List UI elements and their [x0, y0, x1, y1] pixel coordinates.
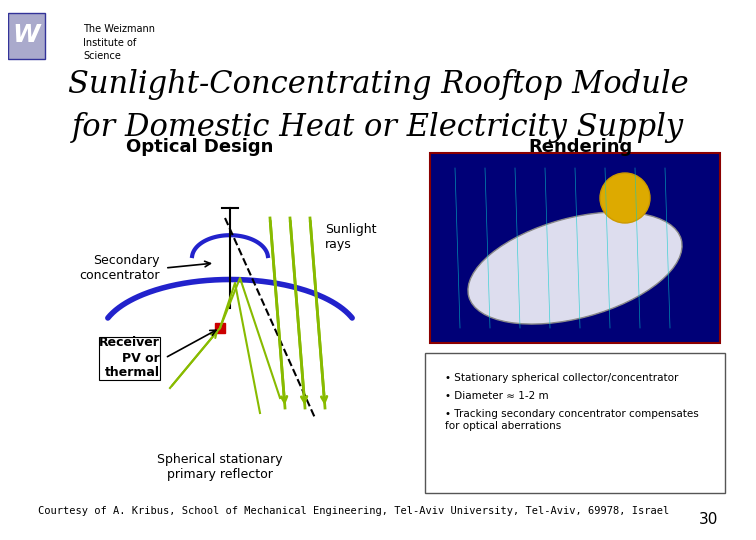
Text: Sunlight
rays: Sunlight rays [325, 223, 376, 251]
Text: 30: 30 [699, 511, 718, 526]
Text: Courtesy of A. Kribus, School of Mechanical Engineering, Tel-Aviv University, Te: Courtesy of A. Kribus, School of Mechani… [38, 505, 669, 516]
Text: W: W [13, 23, 40, 47]
Text: • Diameter ≈ 1-2 m: • Diameter ≈ 1-2 m [445, 391, 549, 401]
Text: for Domestic Heat or Electricity Supply: for Domestic Heat or Electricity Supply [72, 112, 684, 143]
Text: Spherical stationary
primary reflector: Spherical stationary primary reflector [157, 453, 283, 481]
Text: Sunlight-Concentrating Rooftop Module: Sunlight-Concentrating Rooftop Module [68, 69, 688, 100]
Text: The Weizmann: The Weizmann [83, 24, 155, 35]
Text: Institute of: Institute of [83, 38, 136, 48]
FancyBboxPatch shape [8, 14, 45, 59]
Text: • Tracking secondary concentrator compensates
for optical aberrations: • Tracking secondary concentrator compen… [445, 409, 699, 430]
Ellipse shape [600, 173, 650, 223]
FancyBboxPatch shape [430, 153, 720, 343]
Text: Science: Science [83, 51, 121, 62]
FancyBboxPatch shape [425, 353, 725, 493]
Text: Secondary
concentrator: Secondary concentrator [79, 254, 160, 282]
Ellipse shape [468, 212, 682, 324]
Text: Rendering: Rendering [528, 138, 632, 156]
Text: Receiver
PV or
thermal: Receiver PV or thermal [99, 336, 160, 380]
Text: Optical Design: Optical Design [126, 138, 274, 156]
Text: • Stationary spherical collector/concentrator: • Stationary spherical collector/concent… [445, 373, 678, 383]
